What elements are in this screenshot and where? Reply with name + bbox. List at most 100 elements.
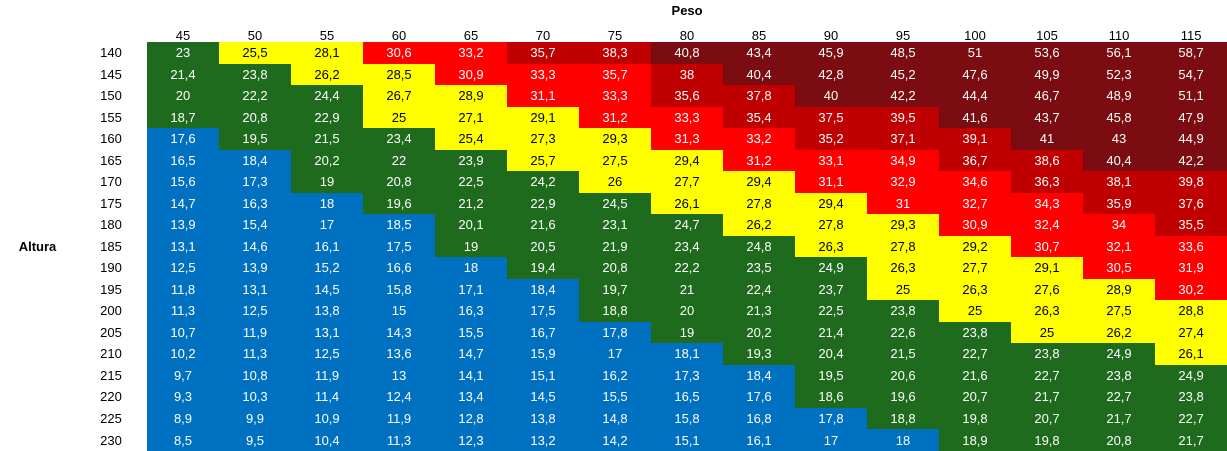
bmi-value-cell: 19 — [291, 171, 363, 193]
bmi-value-cell: 17,8 — [579, 321, 651, 344]
bmi-value-cell: 22,7 — [1011, 364, 1083, 387]
bmi-value-cell: 15,8 — [363, 278, 435, 301]
bmi-value-cell: 30,7 — [1011, 235, 1083, 258]
bmi-value-cell: 17,8 — [795, 407, 867, 430]
bmi-value-cell: 11,9 — [291, 364, 363, 387]
bmi-value-cell: 20,7 — [1011, 407, 1083, 430]
bmi-value-cell: 24,9 — [1083, 343, 1155, 365]
height-header: 225 — [100, 410, 122, 426]
table-row: 210 10,2 11,3 12,5 13,6 14,7 15,9 17 18,1 19,3 20,… — [0, 343, 1227, 365]
bmi-value-cell: 19,5 — [795, 364, 867, 387]
bmi-value-cell: 16,3 — [219, 192, 291, 215]
bmi-value-cell: 24,9 — [795, 257, 867, 279]
bmi-value-cell: 31,1 — [507, 85, 579, 107]
height-header: 180 — [100, 217, 122, 233]
bmi-value-cell: 31,2 — [723, 149, 795, 172]
bmi-value-cell: 20,6 — [867, 364, 939, 387]
bmi-value-cell: 48,5 — [867, 42, 939, 64]
weight-header: 115 — [1180, 28, 1202, 43]
bmi-value-cell: 27,3 — [507, 128, 579, 150]
bmi-value-cell: 29,4 — [651, 149, 723, 172]
table-row: 150 20 22,2 24,4 26,7 28,9 31,1 33,3 35,6 37,8 40 4… — [0, 85, 1227, 107]
table-row: 165 16,5 18,4 20,2 22 23,9 25,7 27,5 29,4 31,2 33,… — [0, 149, 1227, 172]
height-header: 215 — [100, 367, 122, 383]
bmi-value-cell: 25 — [867, 278, 939, 301]
height-header: 190 — [100, 260, 122, 276]
bmi-value-cell: 10,3 — [219, 386, 291, 408]
bmi-value-cell: 26,1 — [1155, 343, 1227, 365]
bmi-value-cell: 22,7 — [1155, 407, 1227, 430]
height-header: 205 — [100, 324, 122, 340]
bmi-value-cell: 28,1 — [291, 42, 363, 64]
bmi-value-cell: 29,4 — [795, 192, 867, 215]
bmi-value-cell: 11,3 — [147, 300, 219, 322]
bmi-value-cell: 14,7 — [147, 192, 219, 215]
height-header: 185 — [100, 238, 122, 254]
bmi-value-cell: 35,7 — [507, 42, 579, 64]
bmi-value-cell: 22,5 — [435, 171, 507, 193]
height-header: 210 — [100, 346, 122, 362]
bmi-value-cell: 11,8 — [147, 278, 219, 301]
bmi-value-cell: 10,8 — [219, 364, 291, 387]
table-row: 180 13,9 15,4 17 18,5 20,1 21,6 23,1 24,7 26,2 27,… — [0, 214, 1227, 236]
bmi-value-cell: 22,2 — [651, 257, 723, 279]
bmi-value-cell: 27,1 — [435, 106, 507, 129]
weight-header: 80 — [679, 28, 695, 43]
bmi-value-cell: 26,3 — [795, 235, 867, 258]
bmi-value-cell: 8,9 — [147, 407, 219, 430]
bmi-value-cell: 40 — [795, 85, 867, 107]
bmi-value-cell: 39,5 — [867, 106, 939, 129]
bmi-value-cell: 16,1 — [291, 235, 363, 258]
bmi-value-cell: 16,3 — [435, 300, 507, 322]
bmi-value-cell: 36,3 — [1011, 171, 1083, 193]
bmi-value-cell: 18,8 — [579, 300, 651, 322]
bmi-value-cell: 19 — [435, 235, 507, 258]
bmi-value-cell: 23,8 — [939, 321, 1011, 344]
bmi-value-cell: 17,5 — [507, 300, 579, 322]
bmi-value-cell: 27,5 — [1083, 300, 1155, 322]
bmi-value-cell: 56,1 — [1083, 42, 1155, 64]
bmi-value-cell: 24,5 — [579, 192, 651, 215]
bmi-value-cell: 33,1 — [795, 149, 867, 172]
bmi-value-cell: 40,4 — [1083, 149, 1155, 172]
bmi-value-cell: 29,1 — [507, 106, 579, 129]
bmi-value-cell: 23,1 — [579, 214, 651, 236]
bmi-value-cell: 16,5 — [147, 149, 219, 172]
bmi-value-cell: 15,1 — [507, 364, 579, 387]
bmi-value-cell: 12,4 — [363, 386, 435, 408]
weight-header: 45 — [175, 28, 191, 43]
bmi-value-cell: 20,1 — [435, 214, 507, 236]
bmi-value-cell: 17 — [579, 343, 651, 365]
bmi-value-cell: 21,6 — [507, 214, 579, 236]
bmi-value-cell: 35,6 — [651, 85, 723, 107]
bmi-value-cell: 26,2 — [291, 63, 363, 86]
bmi-value-cell: 21,9 — [579, 235, 651, 258]
bmi-value-cell: 23,8 — [1155, 386, 1227, 408]
bmi-value-cell: 20,8 — [219, 106, 291, 129]
bmi-value-cell: 27,5 — [579, 149, 651, 172]
bmi-value-cell: 30,6 — [363, 42, 435, 64]
bmi-value-cell: 23,5 — [723, 257, 795, 279]
weight-header: 50 — [247, 28, 263, 43]
bmi-value-cell: 40,8 — [651, 42, 723, 64]
bmi-value-cell: 24,8 — [723, 235, 795, 258]
bmi-value-cell: 29,3 — [579, 128, 651, 150]
bmi-value-cell: 39,1 — [939, 128, 1011, 150]
bmi-value-cell: 25,5 — [219, 42, 291, 64]
bmi-value-cell: 15,1 — [651, 429, 723, 451]
bmi-value-cell: 20,8 — [1083, 429, 1155, 451]
height-header: 165 — [100, 152, 122, 168]
bmi-value-cell: 27,8 — [867, 235, 939, 258]
bmi-value-cell: 23,7 — [795, 278, 867, 301]
bmi-value-cell: 47,9 — [1155, 106, 1227, 129]
bmi-value-cell: 20,7 — [939, 386, 1011, 408]
bmi-value-cell: 33,3 — [507, 63, 579, 86]
bmi-value-cell: 20,8 — [363, 171, 435, 193]
peso-axis-label: Peso — [671, 3, 703, 19]
bmi-value-cell: 31,3 — [651, 128, 723, 150]
bmi-value-cell: 47,6 — [939, 63, 1011, 86]
bmi-value-cell: 53,6 — [1011, 42, 1083, 64]
bmi-value-cell: 16,1 — [723, 429, 795, 451]
bmi-value-cell: 11,4 — [291, 386, 363, 408]
bmi-value-cell: 34,6 — [939, 171, 1011, 193]
